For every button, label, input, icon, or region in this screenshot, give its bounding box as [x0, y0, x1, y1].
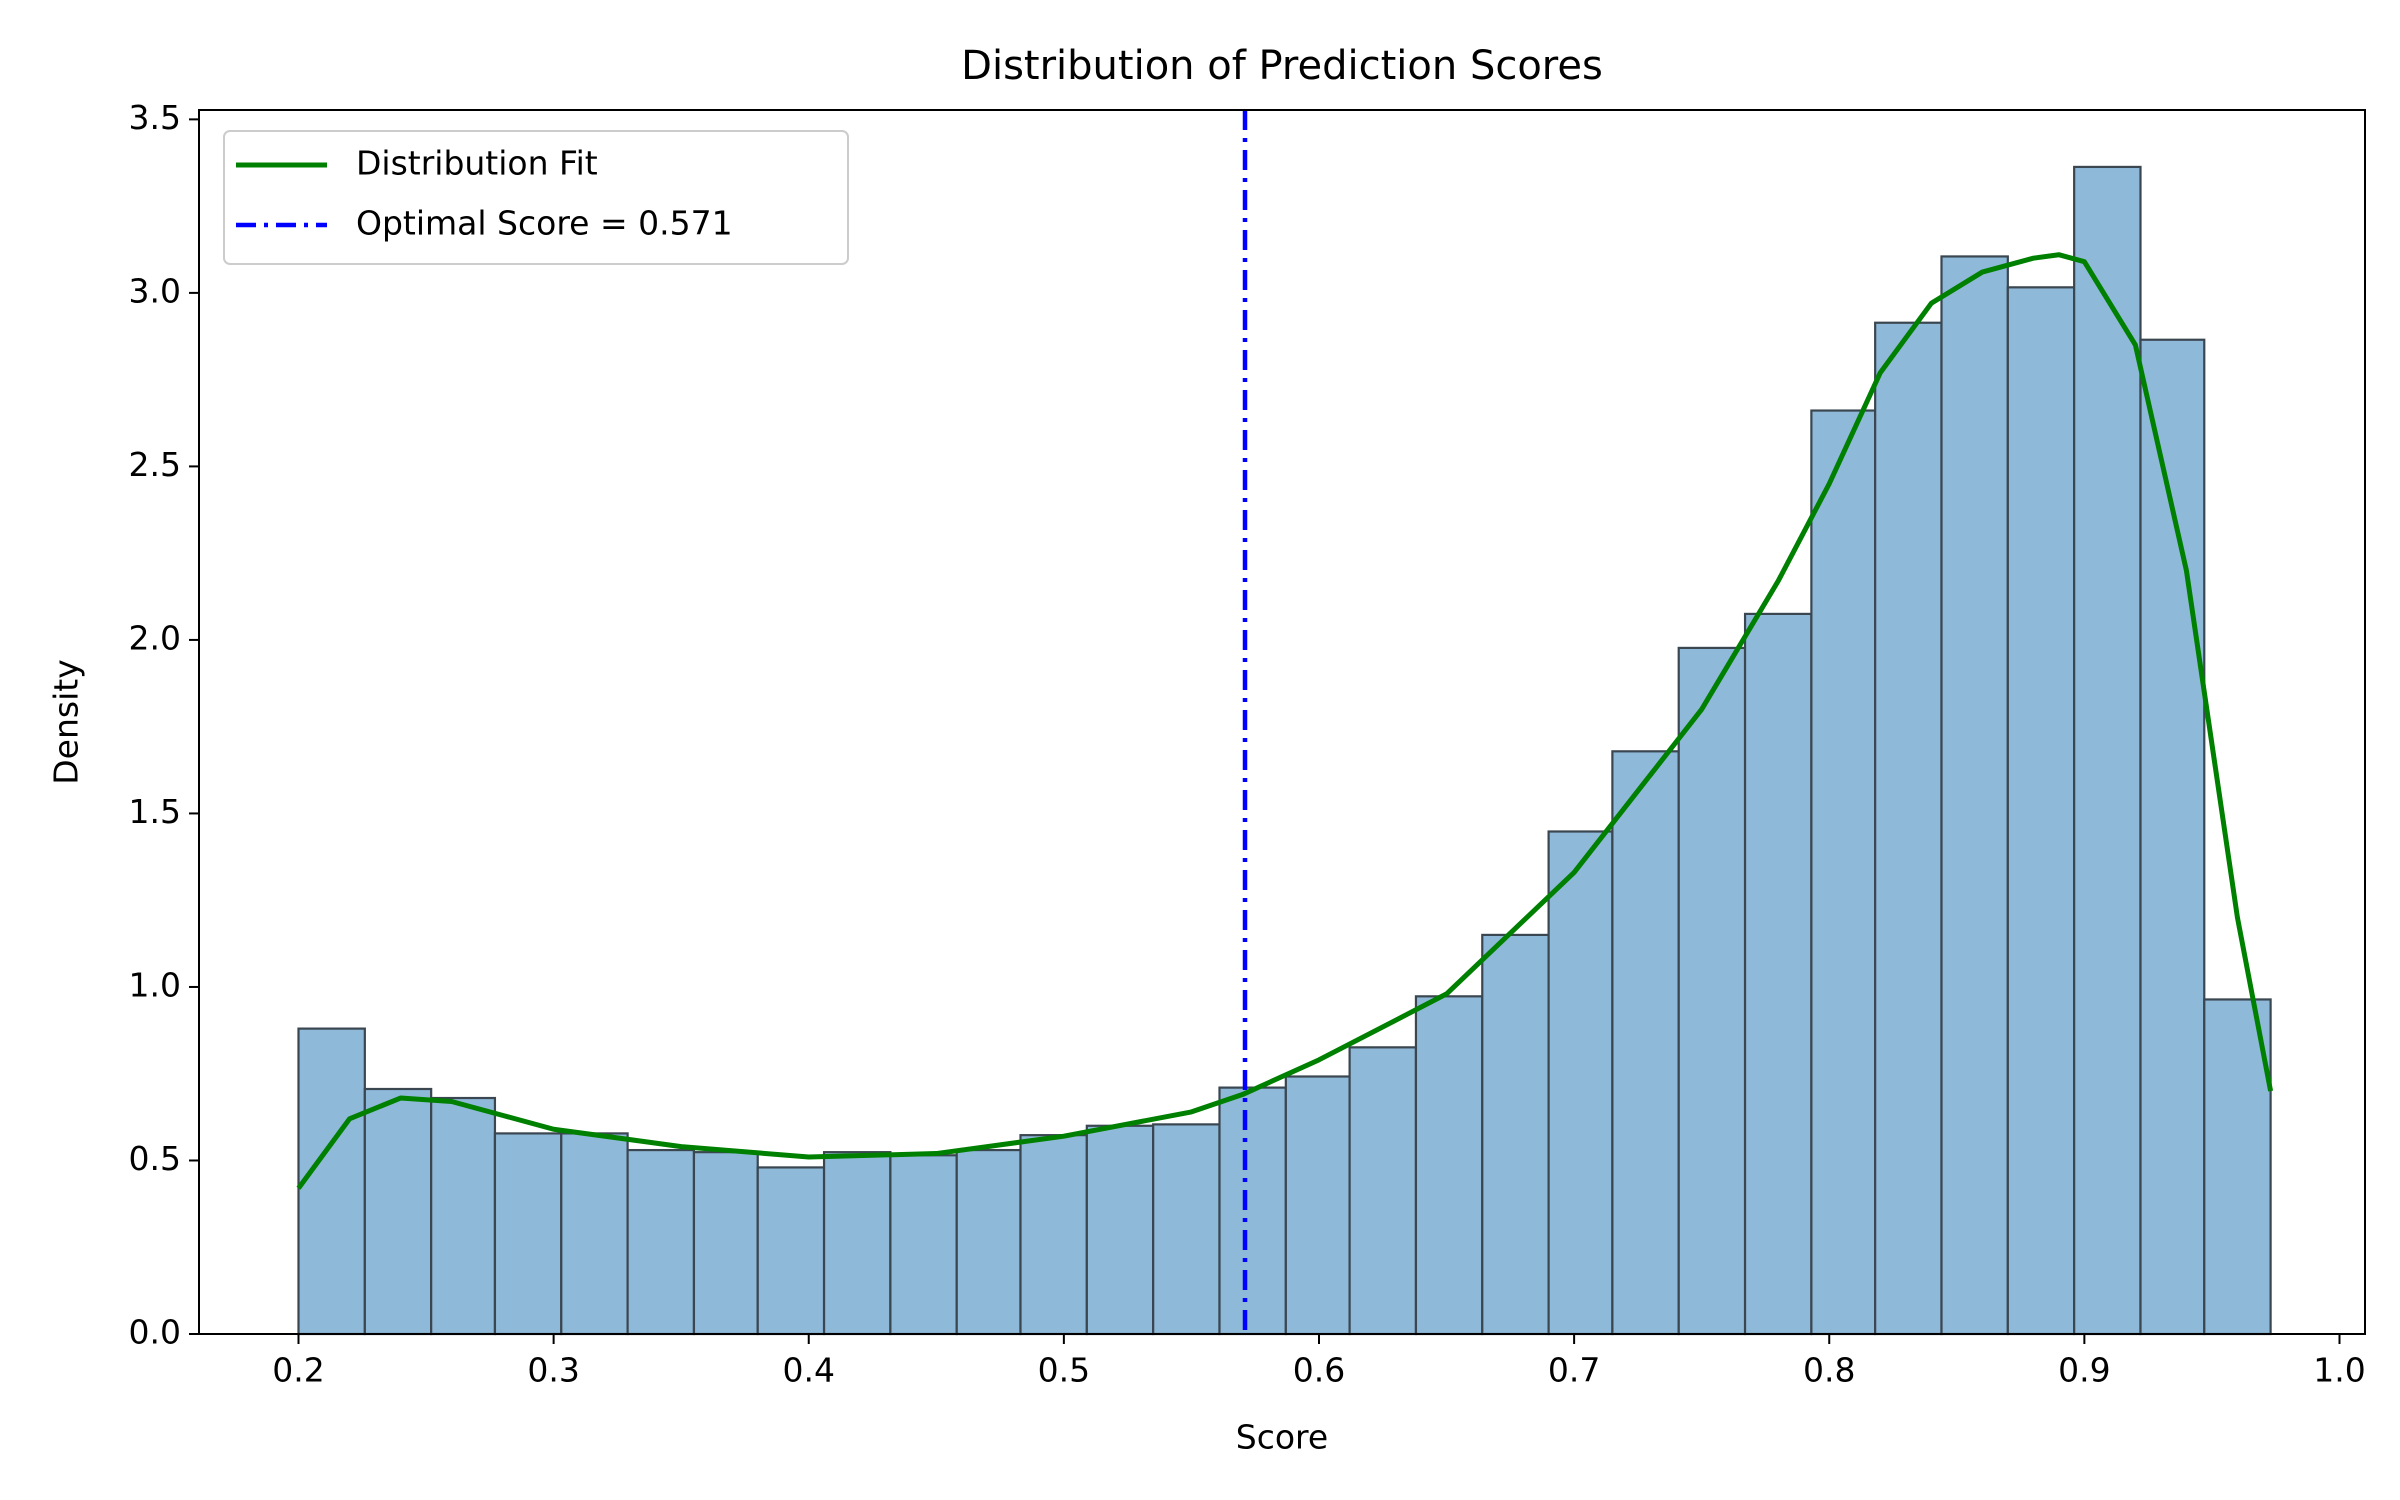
x-tick-label: 0.6	[1293, 1351, 1345, 1390]
plot-frame	[198, 109, 2366, 1335]
bar	[1611, 750, 1680, 1336]
x-tick-label: 0.8	[1803, 1351, 1855, 1390]
chart-title: Distribution of Prediction Scores	[961, 43, 1603, 89]
x-tick-label: 0.5	[1038, 1351, 1090, 1390]
bar	[2073, 165, 2142, 1336]
bar	[1743, 612, 1813, 1336]
bar	[1284, 1075, 1351, 1336]
bar	[626, 1148, 696, 1336]
bar	[363, 1087, 433, 1336]
bar	[560, 1132, 629, 1336]
y-tick-label: 2.5	[129, 445, 181, 484]
fit-line	[296, 252, 2274, 1190]
bar	[1414, 995, 1484, 1336]
bar	[692, 1151, 759, 1336]
y-tick-label: 2.0	[129, 618, 181, 657]
bar	[1940, 255, 2009, 1336]
bar	[297, 1027, 366, 1336]
y-tick-label: 1.0	[129, 965, 181, 1004]
legend-label: Distribution Fit	[356, 144, 598, 183]
bar	[889, 1154, 958, 1336]
bar	[955, 1148, 1022, 1336]
bar	[1218, 1086, 1287, 1336]
x-tick-label: 0.7	[1548, 1351, 1600, 1390]
bar	[1348, 1046, 1418, 1336]
bar	[756, 1166, 826, 1336]
bar	[1481, 933, 1550, 1336]
x-tick-label: 0.4	[783, 1351, 835, 1390]
y-tick-label: 1.5	[129, 792, 181, 831]
y-axis-label: Density	[47, 659, 86, 784]
x-tick-label: 0.9	[2058, 1351, 2110, 1390]
bar	[493, 1132, 563, 1336]
y-tick-label: 3.0	[129, 271, 181, 310]
bar	[822, 1151, 892, 1336]
bar	[1874, 321, 1943, 1336]
bar	[1677, 646, 1747, 1336]
bar	[1810, 409, 1877, 1336]
bar	[2139, 338, 2206, 1336]
legend-label: Optimal Score = 0.571	[356, 204, 733, 243]
bar	[430, 1096, 497, 1336]
x-tick-label: 0.3	[527, 1351, 579, 1390]
legend-box	[223, 130, 849, 265]
bar	[2006, 286, 2076, 1336]
x-tick-label: 1.0	[2313, 1351, 2365, 1390]
bar	[1547, 830, 1614, 1336]
y-tick-label: 3.5	[129, 98, 181, 137]
bar	[1019, 1134, 1088, 1336]
y-tick-label: 0.5	[129, 1139, 181, 1178]
x-tick-label: 0.2	[272, 1351, 324, 1390]
bar	[2203, 998, 2272, 1336]
y-tick-label: 0.0	[129, 1313, 181, 1352]
bar	[1085, 1124, 1155, 1336]
bar	[1152, 1123, 1221, 1336]
x-axis-label: Score	[1236, 1418, 1328, 1457]
